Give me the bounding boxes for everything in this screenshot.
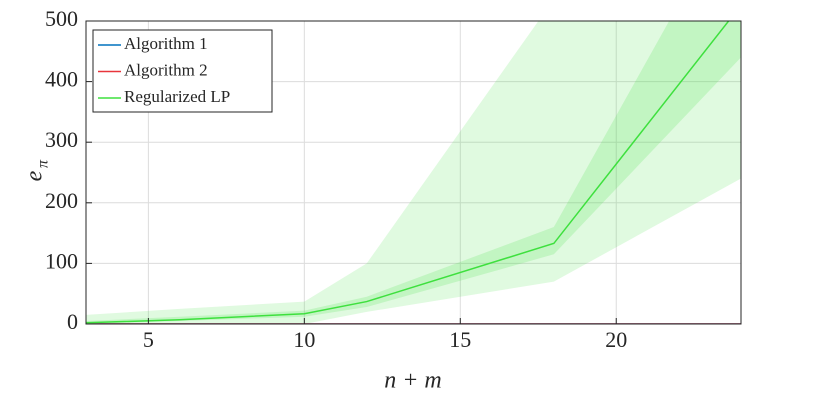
y-tick-label: 300 bbox=[45, 127, 78, 152]
x-tick-label: 5 bbox=[143, 327, 154, 352]
series-line bbox=[86, 21, 730, 324]
legend-label: Algorithm 2 bbox=[124, 60, 208, 79]
legend-box bbox=[92, 29, 273, 113]
y-tick-label: 500 bbox=[45, 6, 78, 31]
y-axis-label-group: e π bbox=[22, 159, 52, 181]
y-axis-label-sub: π bbox=[35, 159, 52, 168]
axes-box bbox=[85, 20, 742, 325]
legend: Algorithm 1 Algorithm 2 Regularized LP bbox=[92, 29, 273, 113]
confidence-band bbox=[86, 21, 741, 324]
y-tick-label: 400 bbox=[45, 67, 78, 92]
legend-label: Algorithm 1 bbox=[124, 34, 208, 53]
y-tick-label: 100 bbox=[45, 248, 78, 273]
x-tick-label: 10 bbox=[293, 327, 315, 352]
plot bbox=[86, 21, 741, 324]
y-tick-label: 200 bbox=[45, 188, 78, 213]
y-axis-label: e bbox=[22, 170, 48, 181]
legend-label: Regularized LP bbox=[124, 87, 230, 106]
x-tick-label: 15 bbox=[449, 327, 471, 352]
x-tick-label: 20 bbox=[605, 327, 627, 352]
y-tick-label: 0 bbox=[67, 309, 78, 334]
x-axis-label: n + m bbox=[384, 368, 442, 394]
